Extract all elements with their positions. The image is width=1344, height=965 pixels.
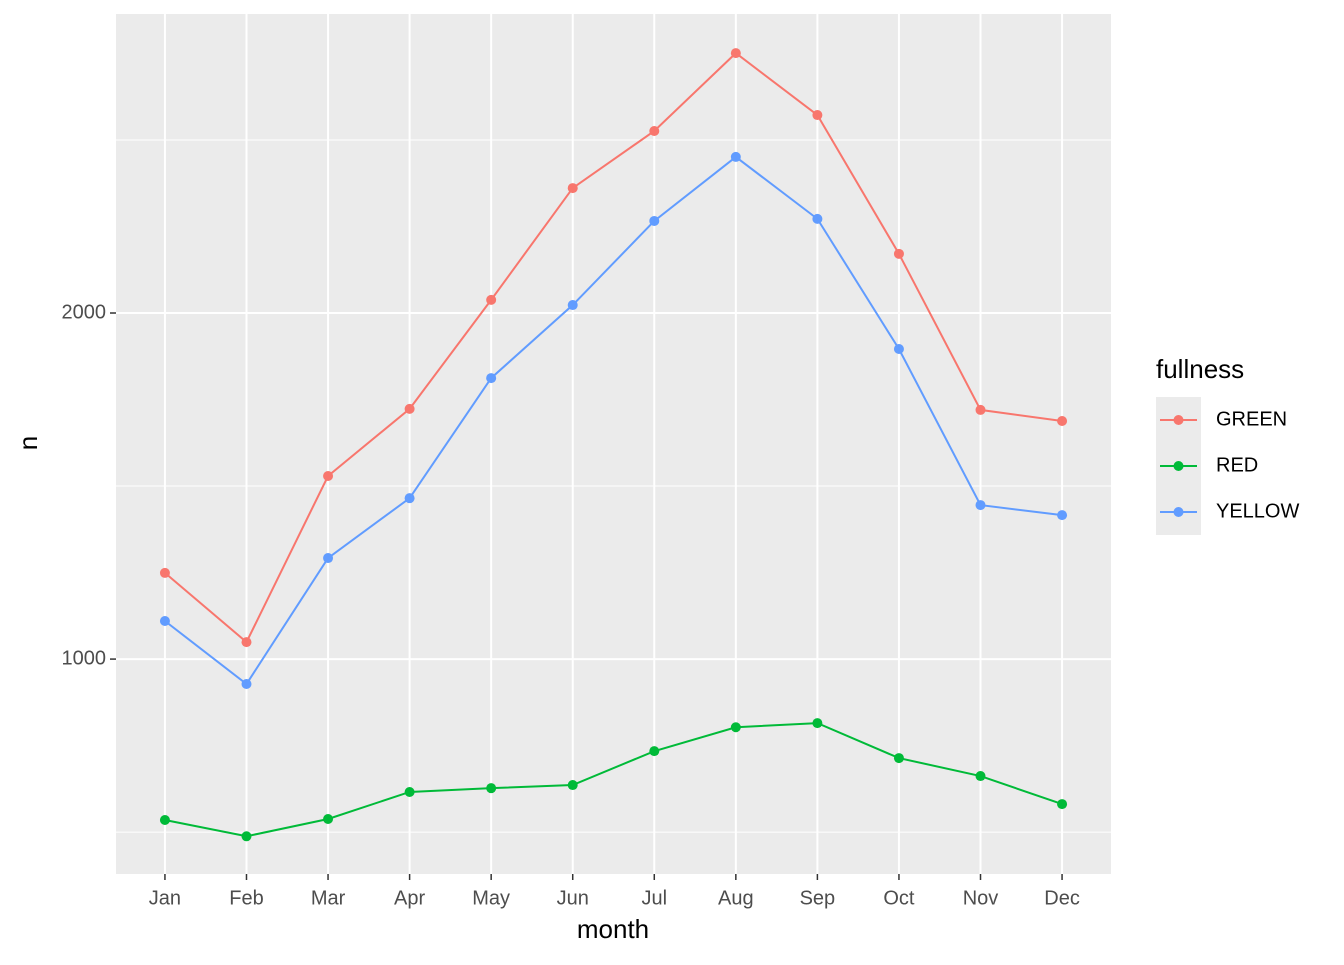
legend-label: RED — [1216, 454, 1258, 476]
point — [567, 300, 578, 311]
legend-key-point — [1173, 461, 1184, 471]
point — [812, 718, 823, 729]
point — [323, 553, 334, 564]
x-tick-label: Sep — [800, 887, 836, 909]
point — [486, 373, 497, 384]
point — [812, 110, 823, 121]
panel — [116, 14, 1111, 874]
point — [486, 294, 497, 305]
y-tick-label: 2000 — [62, 301, 107, 323]
series-line — [164, 722, 1063, 838]
x-tick-label: Jan — [149, 887, 181, 909]
series-line — [164, 51, 1063, 644]
x-tick-label: Feb — [229, 887, 263, 909]
point — [241, 637, 252, 648]
point — [159, 567, 170, 578]
point — [975, 771, 986, 782]
x-tick-label: Aug — [718, 887, 754, 909]
point — [812, 213, 823, 224]
series-line — [164, 155, 1063, 686]
point — [567, 780, 578, 791]
x-tick-label: Apr — [394, 887, 425, 909]
x-tick-label: Dec — [1044, 887, 1080, 909]
x-axis-title: month — [577, 914, 649, 944]
point — [649, 125, 660, 136]
point — [486, 783, 497, 794]
point — [730, 722, 741, 733]
point — [241, 831, 252, 842]
x-tick-label: Nov — [963, 887, 999, 909]
point — [893, 753, 904, 764]
x-tick-label: May — [472, 887, 510, 909]
point — [404, 493, 415, 504]
y-axis-title: n — [13, 436, 43, 450]
point — [323, 471, 334, 482]
point — [159, 616, 170, 627]
legend-label: YELLOW — [1216, 500, 1299, 522]
point — [159, 815, 170, 826]
point — [649, 215, 660, 226]
point — [730, 151, 741, 162]
point — [567, 183, 578, 194]
point — [649, 746, 660, 757]
legend-title: fullness — [1156, 354, 1244, 384]
point — [1057, 799, 1068, 810]
legend-label: GREEN — [1216, 408, 1287, 430]
y-tick-label: 1000 — [62, 647, 107, 669]
point — [404, 786, 415, 797]
point — [893, 248, 904, 259]
point — [975, 404, 986, 415]
x-tick-label: Jul — [641, 887, 667, 909]
legend-key-point — [1173, 507, 1184, 517]
point — [1057, 510, 1068, 521]
x-tick-label: Oct — [883, 887, 915, 909]
point — [893, 344, 904, 355]
point — [241, 679, 252, 690]
point — [730, 48, 741, 59]
point — [975, 500, 986, 511]
x-tick-label: Jun — [557, 887, 589, 909]
point — [404, 403, 415, 414]
x-tick-label: Mar — [311, 887, 346, 909]
point — [1057, 415, 1068, 426]
legend-key-point — [1173, 415, 1184, 425]
point — [323, 813, 334, 824]
